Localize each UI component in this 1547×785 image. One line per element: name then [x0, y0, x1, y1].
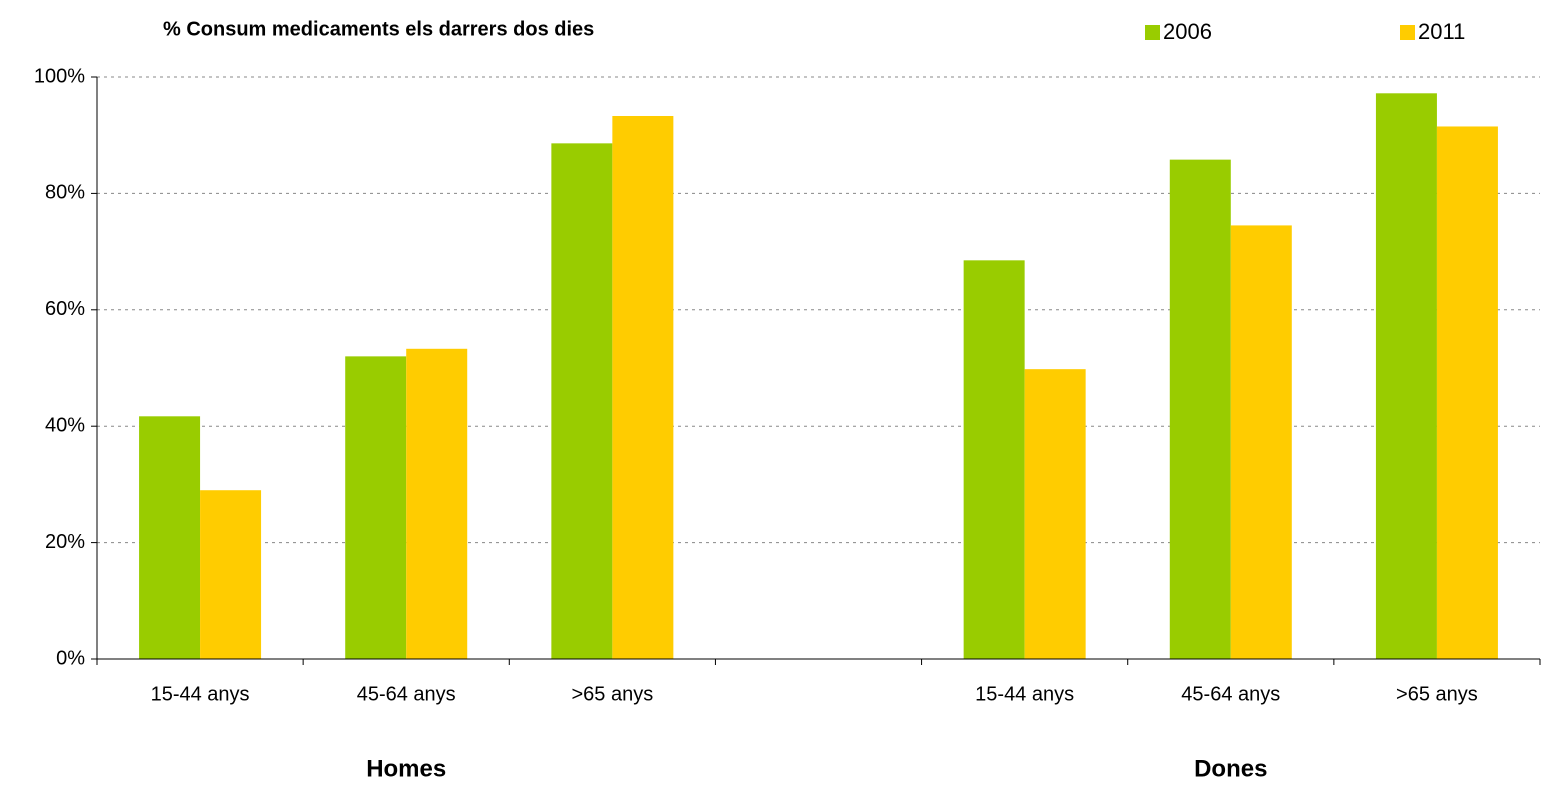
- bar: [1169, 159, 1231, 660]
- x-tick-label: 15-44 anys: [975, 683, 1074, 705]
- y-tick-label: 60%: [45, 298, 85, 320]
- y-tick-label: 100%: [34, 65, 85, 87]
- y-tick-label: 80%: [45, 182, 85, 204]
- bar: [345, 356, 407, 659]
- legend-swatch: [1400, 25, 1415, 40]
- bar: [139, 416, 201, 659]
- y-tick-label: 20%: [45, 531, 85, 553]
- legend-swatch: [1145, 25, 1160, 40]
- legend-label: 2006: [1163, 19, 1212, 44]
- group-label: Dones: [1194, 755, 1267, 782]
- group-label: Homes: [366, 755, 446, 782]
- bar: [551, 143, 613, 659]
- x-tick-label: 45-64 anys: [357, 683, 456, 705]
- bar: [612, 115, 674, 659]
- bar: [1230, 225, 1292, 659]
- y-tick-label: 40%: [45, 414, 85, 436]
- bar: [1375, 93, 1437, 659]
- bar: [406, 348, 468, 659]
- x-tick-label: 45-64 anys: [1181, 683, 1280, 705]
- legend-label: 2011: [1418, 19, 1465, 44]
- x-tick-label: >65 anys: [1396, 683, 1478, 705]
- x-tick-label: >65 anys: [571, 683, 653, 705]
- y-tick-label: 0%: [56, 647, 85, 669]
- chart-title: % Consum medicaments els darrers dos die…: [163, 18, 594, 40]
- bar: [200, 490, 262, 659]
- bar: [963, 260, 1025, 659]
- x-tick-label: 15-44 anys: [151, 683, 250, 705]
- bar: [1436, 126, 1498, 660]
- bar: [1024, 369, 1086, 659]
